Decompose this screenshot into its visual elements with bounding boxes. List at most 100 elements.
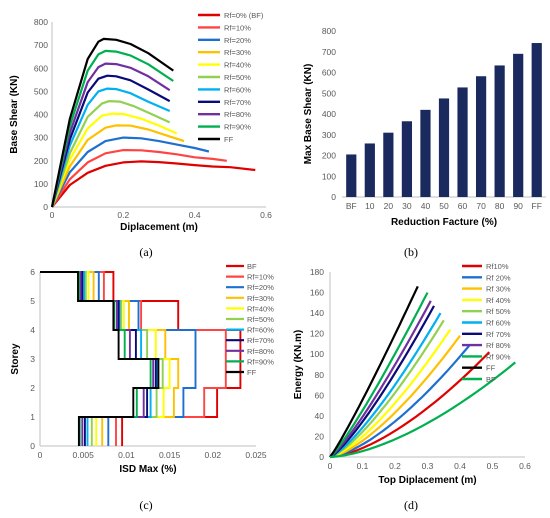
- b-bar: [346, 154, 357, 197]
- a-series-line: [50, 62, 171, 208]
- d-x-tick-label: 0.2: [389, 461, 401, 471]
- d-series-line: [329, 292, 429, 458]
- a-x-tick-label: 0.6: [260, 210, 272, 220]
- c-x-tick-label: 0: [38, 450, 43, 460]
- b-bar: [531, 43, 542, 197]
- c-legend-label: Rf=70%: [247, 336, 274, 345]
- a-series-line: [50, 112, 178, 208]
- d-y-tick-label: 20: [315, 431, 325, 441]
- a-legend-label: Rf=60%: [224, 85, 251, 94]
- c-legend-label: Rf=60%: [247, 326, 274, 335]
- a-legend-label: Rf=20%: [224, 36, 251, 45]
- c-legend-label: Rf=40%: [247, 304, 274, 313]
- a-legend-label: Rf=30%: [224, 48, 251, 57]
- d-legend-label: Rf 80%: [486, 341, 511, 350]
- a-legend-label: Rf=70%: [224, 98, 251, 107]
- d-legend-label: Rf 50%: [486, 307, 511, 316]
- d-x-tick-label: 0.5: [487, 461, 499, 471]
- a-legend-label: Rf=0% (BF): [224, 11, 264, 20]
- a-legend-label: Rf=80%: [224, 110, 251, 119]
- a-y-tick-label: 0: [43, 202, 48, 212]
- c-x-tick-label: 0.015: [159, 450, 181, 460]
- b-x-tick-label: BF: [346, 201, 357, 211]
- d-y-tick-label: 0: [319, 452, 324, 462]
- a-x-tick-label: 0.4: [189, 210, 201, 220]
- c-x-tick-label: 0.02: [205, 450, 222, 460]
- b-y-tick-label: 500: [322, 88, 336, 98]
- a-series-line: [50, 99, 171, 208]
- a-y-tick-label: 200: [34, 156, 48, 166]
- d-legend-label: Rf 70%: [486, 330, 511, 339]
- c-legend-label: BF: [247, 262, 257, 271]
- d-x-tick-label: 0.6: [519, 461, 531, 471]
- c-y-tick-label: 3: [30, 354, 35, 364]
- d-y-tick-label: 140: [310, 308, 324, 318]
- c-legend-label: Rf=30%: [247, 294, 274, 303]
- d-panel-label: (d): [404, 498, 418, 512]
- b-x-tick-label: 90: [513, 201, 523, 211]
- d-x-axis-title: Top Diplacement (m): [378, 475, 476, 486]
- a-series-line: [50, 74, 171, 208]
- c-legend-label: Rf=80%: [247, 347, 274, 356]
- d-x-tick-label: 0: [328, 461, 333, 471]
- c-legend-label: FF: [247, 368, 257, 377]
- b-bar: [475, 76, 487, 197]
- d-x-tick-label: 0.1: [357, 461, 369, 471]
- b-y-tick-label: 600: [322, 68, 336, 78]
- c-x-tick-label: 0.025: [245, 450, 267, 460]
- d-series-line: [329, 300, 432, 458]
- a-legend-label: Rf=50%: [224, 73, 251, 82]
- a-series-line: [51, 160, 256, 208]
- a-panel-label: (a): [139, 245, 152, 259]
- a-y-tick-label: 600: [34, 63, 48, 73]
- c-series-line: [40, 271, 227, 446]
- b-y-axis-title: Max Base Shear (KN): [303, 64, 314, 165]
- d-x-tick-label: 0.3: [422, 461, 434, 471]
- c-x-tick-label: 0.01: [118, 450, 135, 460]
- a-legend-label: Rf=90%: [224, 123, 251, 132]
- a-x-axis-title: Diplacement (m): [120, 222, 198, 233]
- a-series-line: [50, 124, 185, 208]
- d-y-tick-label: 60: [315, 390, 325, 400]
- d-series-line: [329, 328, 452, 459]
- b-x-tick-label: 80: [495, 201, 505, 211]
- d-series-line: [329, 285, 419, 458]
- b-bar: [513, 53, 524, 198]
- d-legend-label: BF: [486, 375, 496, 384]
- b-x-tick-label: 60: [458, 201, 468, 211]
- c-x-axis-title: ISD Max (%): [119, 464, 176, 475]
- d-legend-label: Rf 60%: [486, 319, 511, 328]
- c-legend-label: Rf=50%: [247, 315, 274, 324]
- b-x-tick-label: FF: [532, 201, 542, 211]
- a-series-line: [50, 49, 174, 208]
- b-bar: [457, 87, 468, 197]
- a-series-line: [51, 149, 227, 208]
- c-y-tick-label: 5: [30, 296, 35, 306]
- d-x-tick-label: 0.4: [454, 461, 466, 471]
- d-legend-label: Rf 30%: [486, 285, 511, 294]
- b-y-tick-label: 800: [322, 26, 336, 36]
- b-bar: [364, 143, 375, 197]
- d-series-line: [329, 305, 435, 458]
- b-y-tick-label: 300: [322, 130, 336, 140]
- b-bar: [383, 132, 394, 197]
- b-y-tick-label: 700: [322, 47, 336, 57]
- c-panel-label: (c): [139, 498, 152, 512]
- b-x-tick-label: 40: [421, 201, 431, 211]
- c-y-tick-label: 2: [30, 383, 35, 393]
- a-y-tick-label: 400: [34, 110, 48, 120]
- b-bar: [401, 121, 413, 197]
- a-y-tick-label: 800: [34, 17, 48, 27]
- c-y-axis-title: Storey: [10, 343, 21, 375]
- a-legend-label: FF: [224, 135, 234, 144]
- c-y-tick-label: 6: [30, 267, 35, 277]
- b-panel-label: (b): [404, 245, 418, 259]
- d-series-line: [329, 319, 445, 459]
- b-bar: [494, 65, 505, 197]
- d-legend-label: Rf 20%: [486, 273, 511, 282]
- a-y-tick-label: 700: [34, 40, 48, 50]
- d-series-line: [329, 344, 471, 459]
- a-y-tick-label: 100: [34, 179, 48, 189]
- a-y-tick-label: 500: [34, 86, 48, 96]
